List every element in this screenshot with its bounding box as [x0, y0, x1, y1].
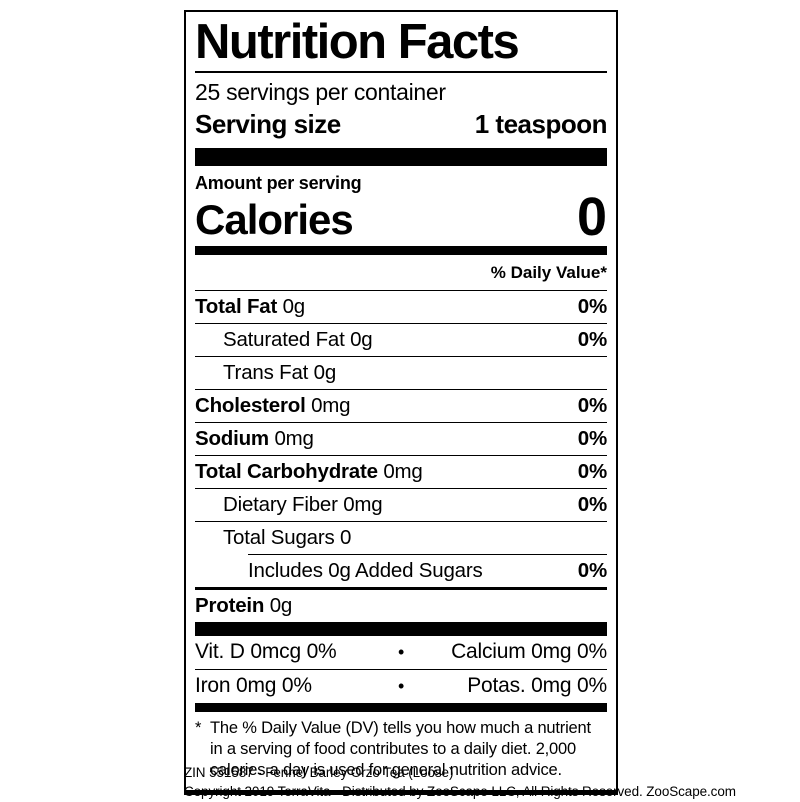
nutrient-row-total-fat: Total Fat 0g 0%: [195, 289, 607, 323]
nutrient-name: Protein 0g: [195, 593, 293, 617]
potassium-value: Potas. 0mg 0%: [467, 673, 607, 697]
nutrient-name: Includes 0g Added Sugars: [248, 558, 483, 582]
nutrient-name: Saturated Fat 0g: [223, 327, 373, 351]
vitamins-top-bar: [195, 621, 607, 636]
iron-value: Iron 0mg 0%: [195, 673, 312, 697]
nutrient-dv: 0%: [577, 294, 607, 318]
nutrient-row-added-sugars: Includes 0g Added Sugars 0%: [195, 553, 607, 587]
nutrient-name: Trans Fat 0g: [223, 360, 337, 384]
nutrient-row-cholesterol: Cholesterol 0mg 0%: [195, 388, 607, 422]
nutrient-dv: 0%: [577, 426, 607, 450]
medium-divider-bar: [195, 245, 607, 255]
servings-per-container: 25 servings per container: [195, 79, 446, 106]
added-sugars-inner: Includes 0g Added Sugars 0%: [248, 553, 607, 587]
nutrient-name: Dietary Fiber 0mg: [223, 492, 383, 516]
nutrient-name: Sodium 0mg: [195, 426, 314, 450]
bullet-separator: •: [397, 675, 405, 696]
nutrient-dv: 0%: [577, 393, 607, 417]
product-id-line: ZIN 551587 - Fennel Barley Orzo Tea (Loo…: [184, 765, 454, 780]
nutrient-name: Total Sugars 0: [223, 525, 352, 549]
vitamin-row-1: Vit. D 0mcg 0% • Calcium 0mg 0%: [195, 636, 607, 669]
nutrient-row-protein: Protein 0g: [195, 586, 607, 622]
daily-value-header: % Daily Value*: [490, 262, 607, 282]
nutrient-dv: 0%: [577, 492, 607, 516]
nutrient-dv: 0%: [577, 459, 607, 483]
product-footer: ZIN 551587 - Fennel Barley Orzo Tea (Loo…: [184, 764, 736, 802]
footnote-asterisk: *: [195, 718, 202, 737]
calcium-value: Calcium 0mg 0%: [451, 639, 607, 663]
nutrient-dv: 0%: [577, 327, 607, 351]
nutrition-facts-label: Nutrition Facts 25 servings per containe…: [184, 10, 618, 795]
copyright-line: Copyright 2019 TerraVita - Distributed b…: [184, 783, 736, 799]
nutrient-row-dietary-fiber: Dietary Fiber 0mg 0%: [195, 487, 607, 521]
serving-size-row: Serving size 1 teaspoon: [195, 109, 608, 148]
serving-size-label: Serving size: [195, 109, 341, 140]
amount-per-serving-label: Amount per serving: [195, 173, 362, 194]
nutrient-name: Cholesterol 0mg: [195, 393, 351, 417]
footnote-text: The % Daily Value (DV) tells you how muc…: [210, 718, 591, 779]
thick-divider-bar: [195, 148, 607, 167]
daily-value-footnote: * The % Daily Value (DV) tells you how m…: [195, 718, 607, 781]
nutrient-row-sodium: Sodium 0mg 0%: [195, 421, 607, 455]
nutrition-facts-title: Nutrition Facts: [195, 16, 607, 74]
bullet-separator: •: [397, 641, 405, 662]
serving-size-value: 1 teaspoon: [474, 109, 608, 140]
calories-row: Calories 0: [195, 187, 607, 248]
footnote-top-bar: [195, 702, 607, 712]
calories-value: 0: [576, 187, 607, 248]
calories-label: Calories: [195, 195, 354, 243]
nutrient-name: Total Fat 0g: [195, 294, 305, 318]
vitamin-d-value: Vit. D 0mcg 0%: [195, 639, 337, 663]
vitamin-row-2: Iron 0mg 0% • Potas. 0mg 0%: [195, 668, 607, 703]
nutrient-row-trans-fat: Trans Fat 0g: [195, 355, 607, 389]
nutrient-row-total-carbohydrate: Total Carbohydrate 0mg 0%: [195, 454, 607, 488]
nutrient-name: Total Carbohydrate 0mg: [195, 459, 423, 483]
nutrient-dv: 0%: [577, 558, 607, 582]
nutrient-row-total-sugars: Total Sugars 0: [195, 520, 607, 554]
nutrient-row-saturated-fat: Saturated Fat 0g 0%: [195, 322, 607, 356]
